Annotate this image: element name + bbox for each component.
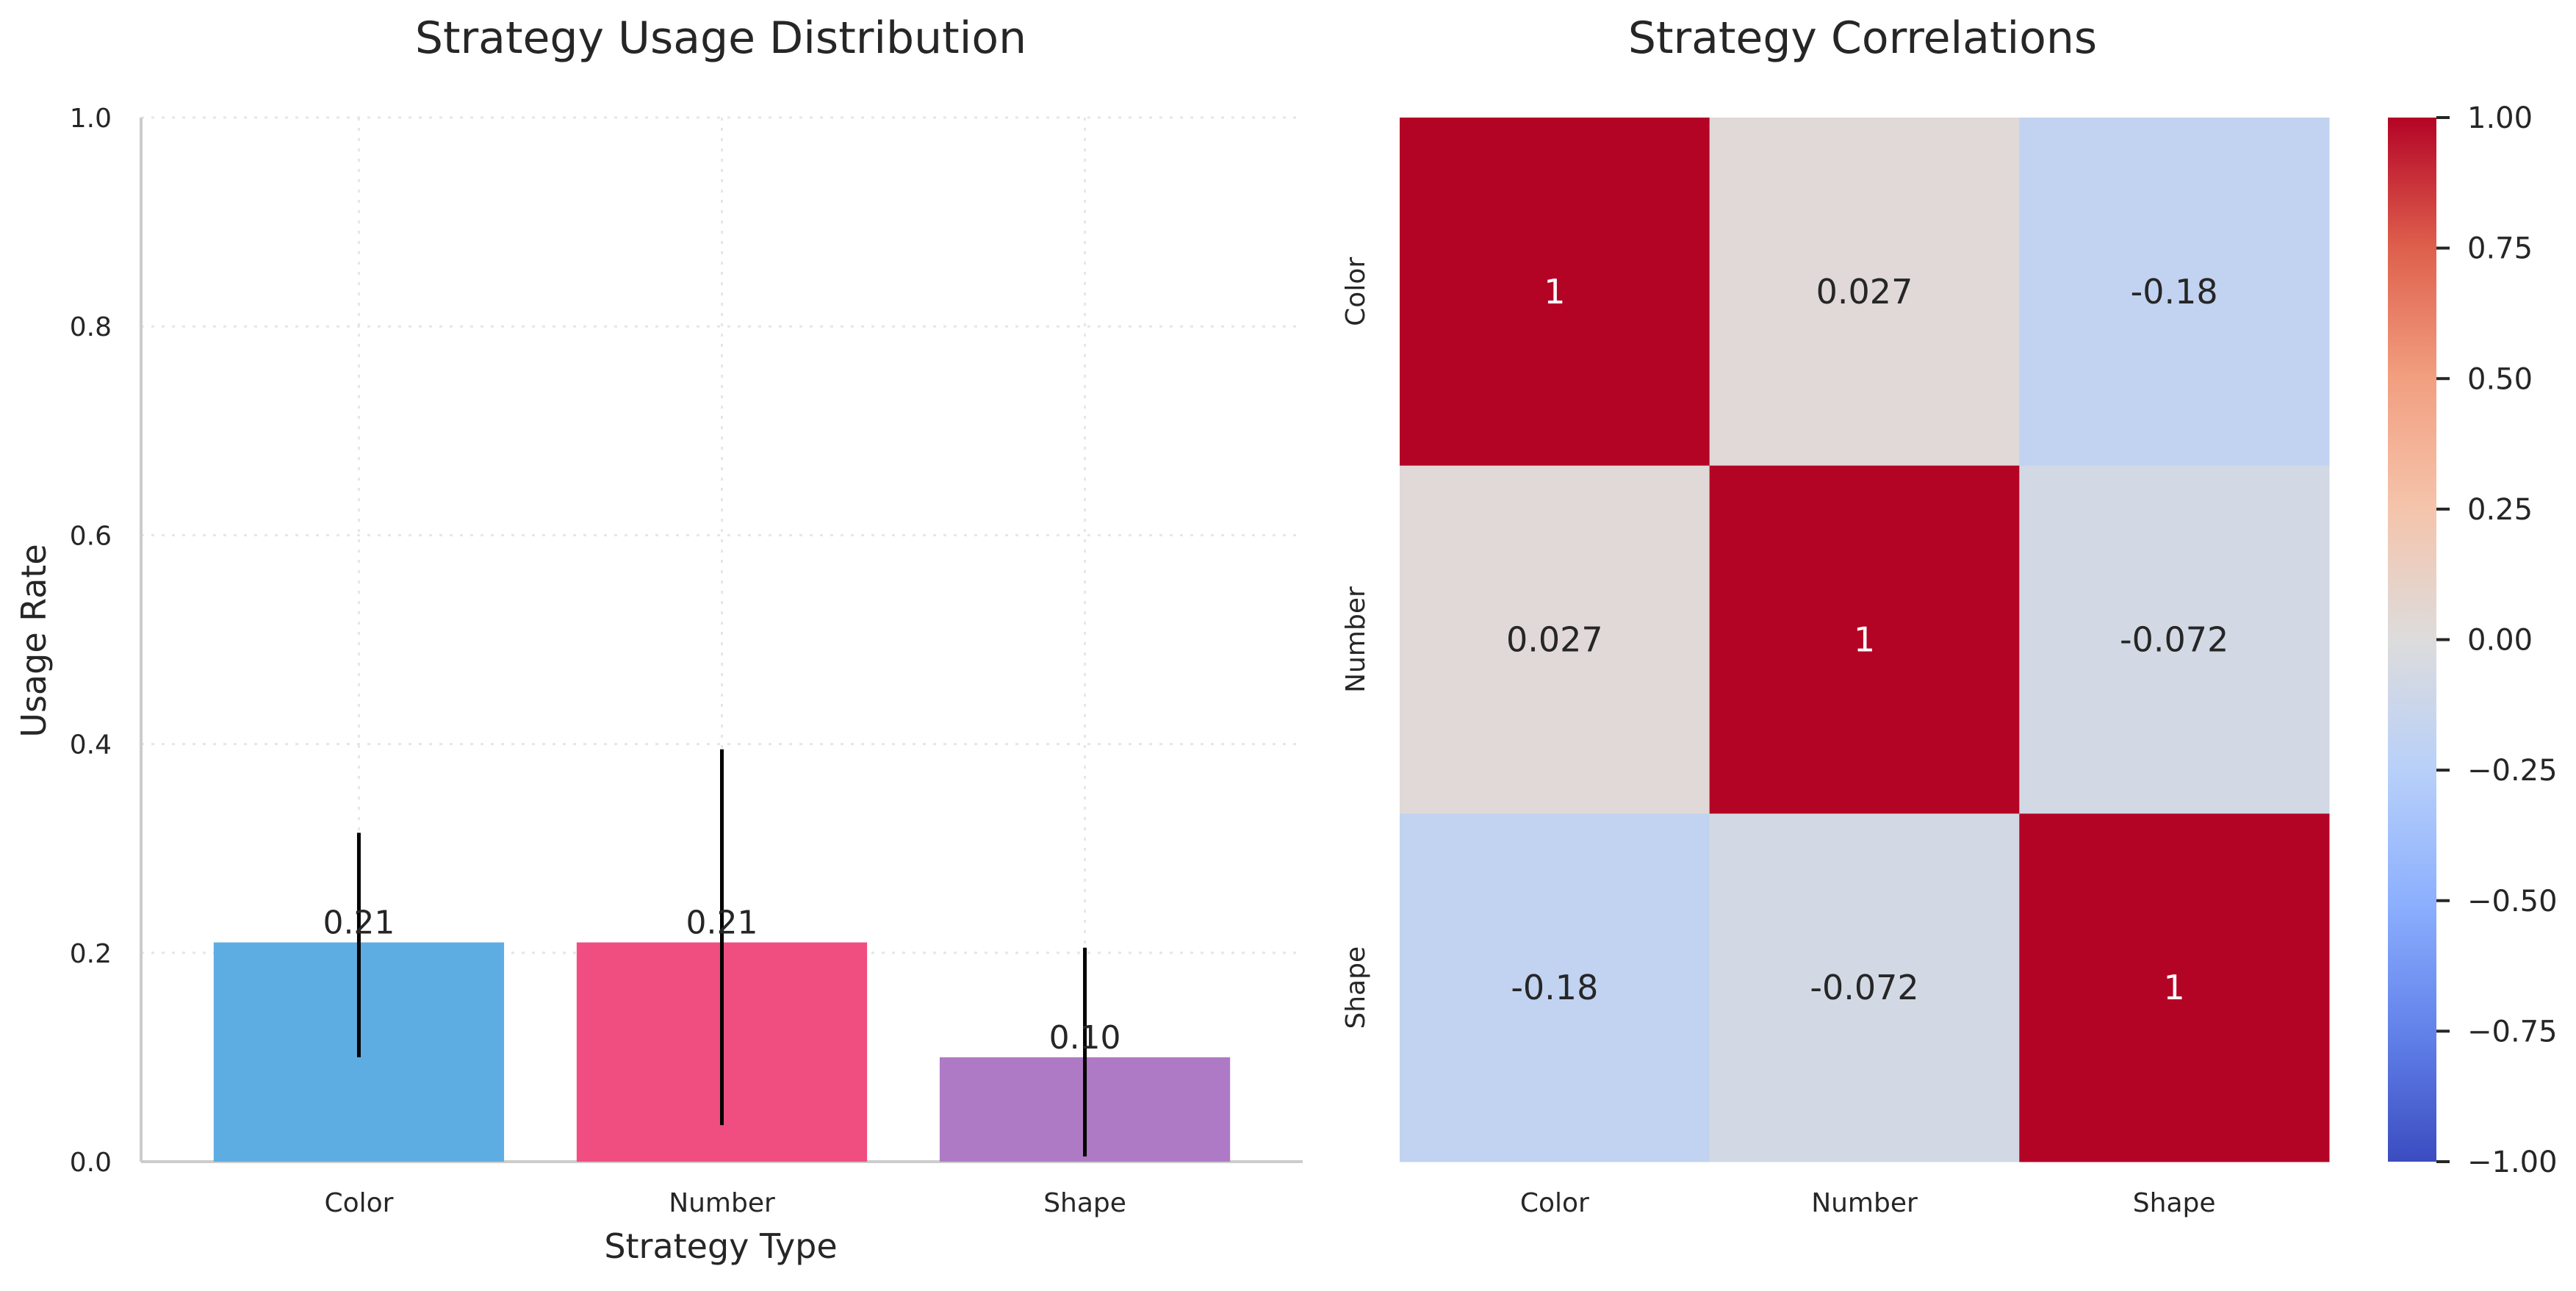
heatmap-cell-label: 1 <box>1544 272 1565 312</box>
heatmap-cell <box>2019 813 2330 1162</box>
heatmap-cell-label: 1 <box>1854 620 1875 660</box>
heatmap-cell <box>1709 813 2020 1162</box>
colorbar-tick-label: 0.25 <box>2467 493 2533 527</box>
heatmap-cell-label: 0.027 <box>1506 620 1603 660</box>
colorbar-tick-label: 1.00 <box>2467 101 2533 135</box>
y-tick-label: 1.0 <box>70 104 112 134</box>
bar-chart-title: Strategy Usage Distribution <box>415 12 1026 64</box>
error-bars <box>356 749 1087 1157</box>
heatmap-cell-label: 1 <box>2164 968 2185 1007</box>
heatmap-cell <box>1400 813 1710 1162</box>
heatmap-cell-labels: 1 0.027 -0.18 0.027 1 -0.072 -0.18 -0.072 1 <box>1506 272 2228 1007</box>
colorbar-ticks: 1.00 0.75 0.50 0.25 0.00 −0.25 −0.50 −0.75 −1.00 <box>2436 101 2558 1179</box>
heatmap-cell-label: -0.072 <box>1810 968 1918 1007</box>
heatmap-cell <box>1400 465 1710 814</box>
heatmap-column-label: Color <box>1520 1188 1589 1218</box>
heatmap-cell <box>1709 465 2020 814</box>
x-tick-label: Color <box>324 1188 393 1218</box>
heatmap-chart: Strategy Correlations 1 0.027 -0.18 0.027 1 -… <box>1341 12 2558 1218</box>
y-tick-label: 0.0 <box>70 1148 112 1178</box>
heatmap-column-label: Shape <box>2133 1188 2216 1218</box>
x-tick-labels: Color Number Shape <box>324 1188 1126 1218</box>
data-labels: 0.21 0.21 0.10 <box>323 905 1120 1057</box>
x-axis-label: Strategy Type <box>604 1226 837 1266</box>
y-tick-labels: 0.0 0.2 0.4 0.6 0.8 1.0 <box>70 104 112 1178</box>
heatmap-row-label: Number <box>1341 586 1371 693</box>
data-label: 0.21 <box>323 905 395 942</box>
heatmap-cell <box>2019 465 2330 814</box>
heatmap-row-label: Color <box>1341 257 1371 326</box>
data-label: 0.10 <box>1049 1019 1121 1057</box>
colorbar-tick-label: −1.00 <box>2467 1146 2558 1179</box>
heatmap-column-label: Number <box>1811 1188 1918 1218</box>
y-axis-label: Usage Rate <box>14 544 54 737</box>
y-tick-label: 0.6 <box>70 521 112 551</box>
colorbar-tick-label: 0.00 <box>2467 624 2533 658</box>
bar-chart-grid <box>141 116 1303 1162</box>
bar-chart: Strategy Usage Distribution 0.0 0.2 0.4 0.6… <box>14 12 1303 1266</box>
heatmap-cell-label: -0.18 <box>1511 968 1598 1007</box>
y-tick-label: 0.8 <box>70 312 112 342</box>
data-label: 0.21 <box>686 905 758 942</box>
colorbar-tick-label: −0.75 <box>2467 1015 2558 1049</box>
colorbar <box>2388 118 2436 1162</box>
colorbar-tick-label: −0.25 <box>2467 754 2558 788</box>
heatmap-cell-label: -0.072 <box>2120 620 2228 660</box>
heatmap-row-label: Shape <box>1341 946 1371 1029</box>
colorbar-tick-label: −0.50 <box>2467 885 2558 918</box>
heatmap-column-labels: Color Number Shape <box>1520 1188 2216 1218</box>
heatmap-row-labels: Color Number Shape <box>1341 257 1371 1029</box>
colorbar-tick-label: 0.50 <box>2467 362 2533 396</box>
heatmap-cells <box>1400 118 2330 1162</box>
heatmap-cell-label: -0.18 <box>2131 272 2218 312</box>
heatmap-cell <box>1400 118 1710 467</box>
heatmap-cell-label: 0.027 <box>1816 272 1913 312</box>
x-tick-label: Number <box>669 1188 775 1218</box>
colorbar-tick-label: 0.75 <box>2467 232 2533 266</box>
heatmap-cell <box>1709 118 2020 467</box>
heatmap-cell <box>2019 118 2330 467</box>
x-tick-label: Shape <box>1043 1188 1126 1218</box>
heatmap-title: Strategy Correlations <box>1628 12 2097 64</box>
y-tick-label: 0.4 <box>70 730 112 760</box>
y-tick-label: 0.2 <box>70 939 112 969</box>
